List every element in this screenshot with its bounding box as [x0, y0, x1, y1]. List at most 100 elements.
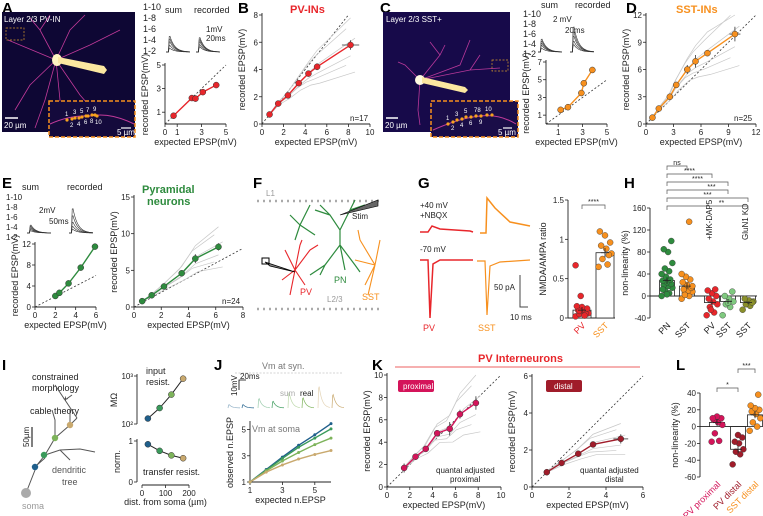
data-point [678, 270, 685, 278]
data-point [329, 427, 333, 431]
data-point [138, 297, 146, 305]
y-tick-label: 15 [121, 193, 130, 202]
data-point [663, 291, 671, 298]
y-tick-label: 0 [254, 120, 259, 129]
synapse-marker [86, 114, 90, 118]
synapse-marker [464, 115, 468, 119]
title-pv-interneurons: PV Interneurons [478, 353, 563, 365]
data-point [731, 438, 738, 445]
series-line [54, 246, 96, 297]
y-tick-label: 160 [633, 204, 647, 213]
recorded-label: recorded [575, 0, 611, 10]
data-point [749, 419, 757, 426]
pv-label: PV [423, 323, 435, 333]
data-point [199, 88, 207, 96]
data-point [305, 70, 312, 77]
synapse-marker [479, 114, 483, 118]
y-tick-label: 1.5 [553, 196, 565, 205]
epsp-trace [27, 226, 52, 234]
x-tick-label: 6 [641, 491, 646, 500]
vm-trace [287, 391, 301, 409]
synapse-marker [77, 116, 81, 120]
y-tick-label: 6 [254, 38, 259, 47]
trace-label: 1-6 [6, 213, 18, 222]
y-axis-label: recorded EPSP(mV) [237, 29, 247, 111]
data-point [692, 58, 699, 65]
x-tick-label: 4 [73, 311, 78, 320]
x-tick-label: 6 [325, 128, 330, 137]
data-point [707, 306, 715, 313]
y-tick-label: 3 [242, 452, 247, 461]
trace-label: 1-10 [143, 2, 161, 12]
data-point [266, 111, 273, 118]
x-tick-label: 2 [159, 311, 164, 320]
y-tick-label: 0 [642, 292, 647, 301]
y-tick-label: -20 [684, 439, 696, 448]
data-point [313, 433, 317, 437]
y-axis-label: recorded EPSP(mV) [362, 390, 372, 472]
x-tick-label: 0 [260, 128, 265, 137]
data-point [731, 30, 739, 38]
data-point [685, 218, 693, 225]
scale-v: 1mV [206, 25, 223, 34]
n-label: n=25 [734, 114, 753, 123]
y-tick-label: 10² [121, 420, 133, 429]
individual-trace [269, 71, 356, 115]
scale-t: 50ms [49, 217, 69, 226]
data-point [456, 410, 464, 418]
scale-t: 20ms [206, 34, 226, 43]
y-tick-label: 4 [379, 438, 384, 447]
y-tick-label: 2 [524, 446, 529, 455]
panel-letter-d: D [626, 0, 637, 17]
x-tick-label: 0 [530, 491, 535, 500]
data-point [705, 295, 712, 302]
trace-label: 1-10 [6, 193, 23, 202]
tree-label: dendritic [52, 465, 87, 475]
significance-bracket [666, 165, 688, 170]
synapse-marker [490, 113, 494, 117]
x-tick-label: 10 [497, 491, 506, 500]
micrograph-sst-in: Layer 2/3 SST+ 20 µm 13 5 78 10 2 4 6 9 5 µm [383, 12, 519, 138]
data-point [168, 452, 175, 459]
title-sst-ins: SST-INs [676, 4, 718, 16]
individual-trace [404, 431, 481, 469]
series-line [147, 443, 184, 459]
significance-bracket [737, 368, 756, 373]
data-point [178, 270, 185, 277]
pv-neuron [281, 239, 319, 296]
data-point [212, 81, 220, 89]
y-axis-label: recorded EPSP(mV) [521, 52, 531, 134]
data-point [313, 443, 317, 447]
data-point [192, 95, 199, 102]
chart-D: 0 3 6 9 12 0 3 6 9 12 expected EPSP(mV) recorded EP… [621, 11, 761, 147]
synapse-marker [455, 118, 459, 122]
x-tick-label: 5 [605, 128, 610, 137]
data-point [747, 402, 754, 409]
significance-label: *** [742, 363, 750, 370]
significance-bracket [666, 205, 749, 210]
data-point [446, 425, 453, 433]
epsp-trace [69, 208, 94, 234]
data-point [192, 255, 199, 262]
category-label: SST [673, 320, 693, 340]
data-point [77, 264, 84, 271]
panel-letter-a: A [2, 0, 13, 17]
y-tick-label: 4 [27, 282, 32, 291]
epsp-trace [69, 221, 94, 234]
y-axis-label: recorded EPSP(mV) [10, 235, 20, 317]
y-axis-label: recorded EPSP(mV) [507, 391, 517, 473]
synapse-marker [70, 117, 74, 121]
x-tick-label: 8 [346, 128, 351, 137]
individual-trace [652, 65, 740, 118]
panel-letter-c: C [380, 0, 391, 17]
panel-letter-g: G [418, 175, 430, 192]
data-point [753, 423, 761, 430]
circuit-schematic: L1 L2/3 Stim PV PN SST [257, 189, 381, 311]
stim-label: Stim [352, 212, 368, 221]
model-schematic: constrained morphology + cable theory 50… [21, 372, 96, 511]
data-point [589, 66, 596, 74]
sst-label: SST [362, 292, 380, 302]
holding-label: +40 mV [420, 201, 448, 210]
chart-K2: 0 2 4 6 0 2 4 6 expected EPSP(mV) recorded EPSP(m… [507, 372, 646, 510]
